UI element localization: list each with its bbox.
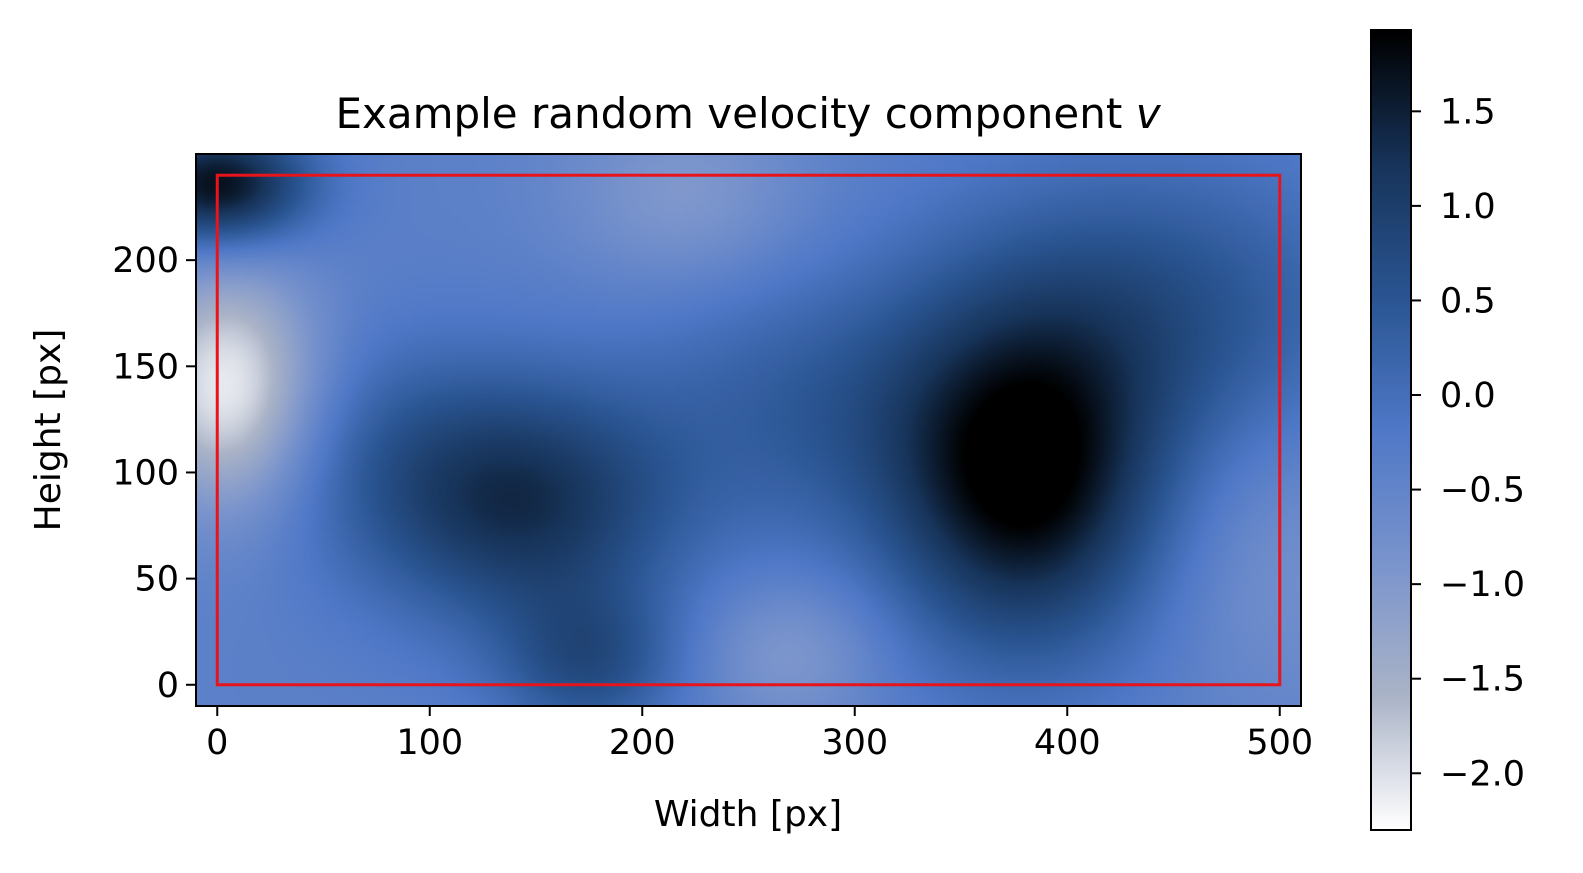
x-axis-ticks: 0 100 200 300 400 500	[206, 706, 1313, 763]
colorbar-tick-label: 1.0	[1440, 187, 1496, 227]
x-tick-label: 100	[396, 723, 463, 763]
x-tick-label: 200	[609, 723, 676, 763]
chart-title: Example random velocity component v	[335, 89, 1161, 138]
y-tick-label: 100	[112, 453, 179, 493]
colorbar-tick-label: −0.5	[1440, 471, 1525, 511]
colorbar-tick-label: −1.0	[1440, 565, 1525, 605]
plot-frame	[195, 153, 1302, 707]
x-tick-label: 0	[206, 723, 228, 763]
colorbar-ticks: −2.0 −1.5 −1.0 −0.5 0.0 0.5 1.0 1.5	[1411, 92, 1525, 794]
heatmap-image	[196, 154, 1301, 706]
y-tick-label: 200	[112, 241, 179, 281]
colorbar-frame	[1370, 29, 1412, 831]
x-axis-label: Width [px]	[654, 794, 842, 835]
chart-title-variable: v	[1136, 89, 1162, 138]
y-tick-label: 150	[112, 347, 179, 387]
y-tick-label: 50	[134, 560, 179, 600]
colorbar-tick-label: 0.0	[1440, 376, 1496, 416]
colorbar-tick-label: 0.5	[1440, 281, 1496, 321]
colorbar-tick-label: 1.5	[1440, 92, 1496, 132]
colorbar-tick-label: −2.0	[1440, 754, 1525, 794]
y-axis-ticks: 0 50 100 150 200	[112, 241, 196, 706]
annotation-box	[215, 173, 1282, 687]
colorbar-gradient	[1371, 30, 1411, 830]
x-tick-label: 500	[1246, 723, 1313, 763]
x-tick-label: 300	[821, 723, 888, 763]
colorbar-tick-label: −1.5	[1440, 660, 1525, 700]
y-axis-label: Height [px]	[28, 329, 69, 532]
x-tick-label: 400	[1034, 723, 1101, 763]
y-tick-label: 0	[157, 666, 179, 706]
